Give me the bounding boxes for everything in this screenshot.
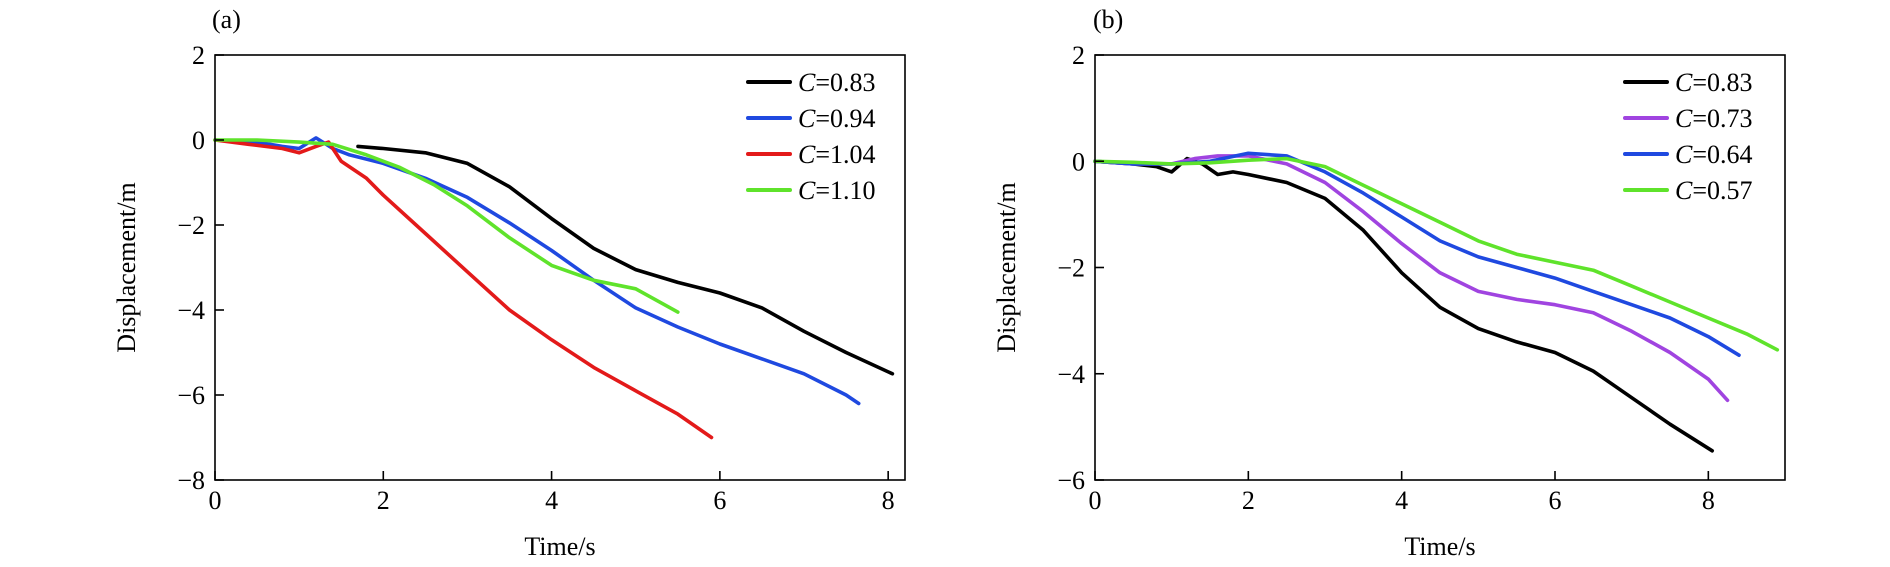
legend-variable: C (1675, 104, 1693, 133)
legend-label-2: C=0.64 (1675, 140, 1753, 169)
y-tick-label: −4 (177, 296, 205, 325)
y-tick-label: −2 (1057, 254, 1085, 283)
legend-label-3: C=0.57 (1675, 176, 1753, 205)
x-tick-label: 4 (545, 486, 558, 515)
y-tick-label: −2 (177, 211, 205, 240)
y-axis-label: Displacement/m (992, 182, 1021, 352)
legend-variable: C (798, 140, 816, 169)
panel-label: (a) (212, 5, 241, 34)
legend-variable: C (798, 104, 816, 133)
legend-label-3: C=1.10 (798, 176, 876, 205)
y-axis-label: Displacement/m (112, 182, 141, 352)
x-tick-label: 0 (1089, 486, 1102, 515)
x-tick-label: 4 (1395, 486, 1408, 515)
y-tick-label: 2 (192, 41, 205, 70)
x-tick-label: 0 (209, 486, 222, 515)
y-tick-label: −6 (177, 381, 205, 410)
x-tick-label: 8 (1702, 486, 1715, 515)
legend-variable: C (1675, 140, 1693, 169)
legend-value: =1.04 (815, 140, 875, 169)
panel-label: (b) (1093, 5, 1123, 34)
y-tick-label: 2 (1072, 41, 1085, 70)
x-tick-label: 6 (713, 486, 726, 515)
legend-value: =0.64 (1692, 140, 1752, 169)
legend-value: =0.83 (1692, 68, 1752, 97)
series-line-3 (1093, 156, 1780, 352)
x-tick-label: 2 (377, 486, 390, 515)
y-tick-label: −8 (177, 466, 205, 495)
legend-value: =0.57 (1692, 176, 1752, 205)
legend-label-1: C=0.73 (1675, 104, 1753, 133)
legend-label-2: C=1.04 (798, 140, 876, 169)
series-line-1 (1093, 154, 1730, 403)
y-tick-label: 0 (1072, 147, 1085, 176)
legend-value: =0.94 (815, 104, 875, 133)
legend-label-0: C=0.83 (1675, 68, 1753, 97)
x-axis-label: Time/s (1404, 532, 1475, 561)
y-tick-label: −4 (1057, 360, 1085, 389)
chart-panel-a: (a)0 2 4 6 8−8−6−4−202Time/sDisplacement/mC=… (112, 5, 906, 561)
series-line-0 (1093, 156, 1714, 453)
x-tick-label: 6 (1549, 486, 1562, 515)
series-line-3 (213, 138, 680, 314)
chart-panel-b: (b)0 2 4 6 8−6−4−202Time/sDisplacement/mC=0.… (992, 5, 1786, 561)
series-line-1 (213, 136, 861, 406)
legend-variable: C (1675, 68, 1693, 97)
y-tick-label: 0 (192, 126, 205, 155)
legend-label-0: C=0.83 (798, 68, 876, 97)
legend-label-1: C=0.94 (798, 104, 876, 133)
plot-frame (214, 54, 906, 481)
legend-value: =1.10 (815, 176, 875, 205)
x-axis-label: Time/s (524, 532, 595, 561)
legend-value: =0.83 (815, 68, 875, 97)
x-tick-label: 2 (1242, 486, 1255, 515)
x-tick-label: 8 (882, 486, 895, 515)
series-line-2 (213, 138, 714, 440)
series-line-0 (356, 144, 895, 376)
legend-variable: C (798, 68, 816, 97)
y-tick-label: −6 (1057, 466, 1085, 495)
legend-variable: C (1675, 176, 1693, 205)
legend-variable: C (798, 176, 816, 205)
legend-value: =0.73 (1692, 104, 1752, 133)
